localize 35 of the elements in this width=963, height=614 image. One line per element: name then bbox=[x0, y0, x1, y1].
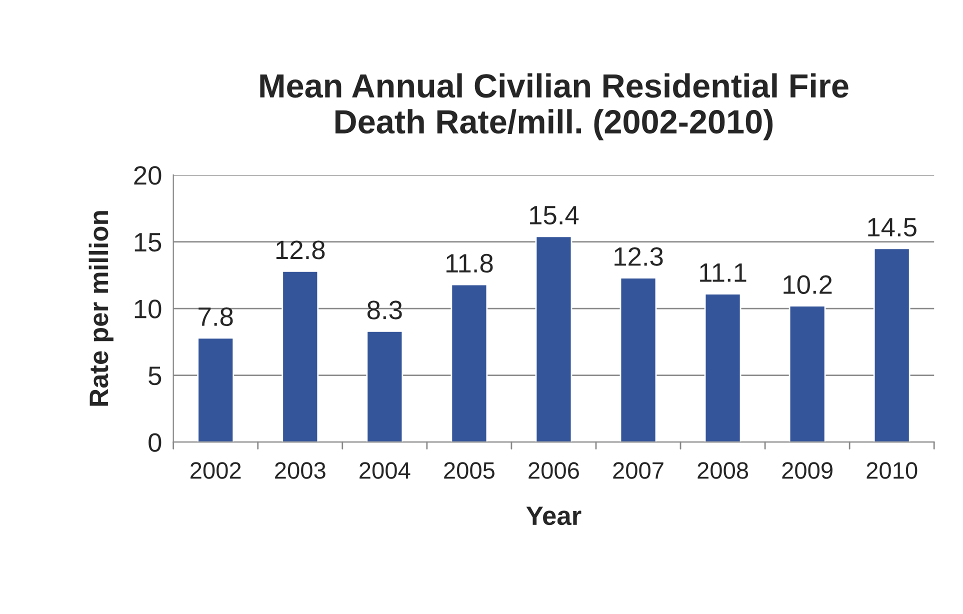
bar bbox=[450, 284, 488, 442]
x-tick-label: 2007 bbox=[613, 462, 664, 479]
data-label: 7.8 bbox=[198, 307, 233, 326]
bar bbox=[197, 337, 234, 442]
bar bbox=[282, 270, 319, 442]
x-axis-title: Year bbox=[526, 506, 582, 526]
bar bbox=[704, 293, 742, 442]
x-tick-label: 2009 bbox=[782, 462, 832, 479]
x-tick-label: 2002 bbox=[190, 462, 241, 479]
y-axis-title: Rate per million bbox=[88, 211, 114, 406]
bar bbox=[873, 248, 910, 442]
data-label: 12.8 bbox=[276, 240, 325, 260]
data-label: 15.4 bbox=[530, 206, 579, 225]
y-tick-label: 10 bbox=[134, 300, 162, 318]
data-label: 11.8 bbox=[446, 254, 493, 273]
bar bbox=[788, 305, 826, 442]
y-tick-label: 20 bbox=[134, 166, 162, 185]
x-tick-label: 2010 bbox=[866, 462, 918, 479]
data-label: 8.3 bbox=[367, 300, 402, 320]
x-tick-label: 2004 bbox=[360, 462, 410, 479]
data-label: 12.3 bbox=[614, 247, 663, 266]
x-tick-label: 2003 bbox=[275, 462, 326, 479]
data-label: 10.2 bbox=[784, 275, 832, 294]
chart-title: Mean Annual Civilian Residential Fire Death Rate/mill. (2002-2010) bbox=[260, 73, 848, 140]
bar bbox=[535, 236, 572, 442]
x-tick-label: 2008 bbox=[698, 462, 748, 479]
data-label: 11.1 bbox=[700, 264, 746, 282]
x-tick-label: 2005 bbox=[444, 462, 494, 479]
data-label: 14.5 bbox=[868, 218, 916, 237]
y-tick-label: 15 bbox=[134, 233, 162, 252]
bar bbox=[620, 277, 657, 442]
y-tick-label: 5 bbox=[148, 366, 162, 386]
y-tick-label: 0 bbox=[148, 433, 162, 452]
x-tick-label: 2006 bbox=[528, 462, 579, 479]
bar bbox=[366, 330, 404, 442]
